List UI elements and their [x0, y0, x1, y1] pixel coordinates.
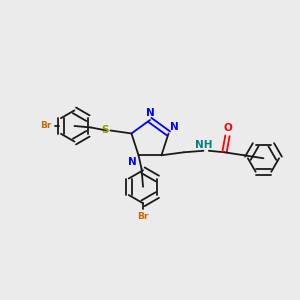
Text: Br: Br: [137, 212, 149, 221]
Text: S: S: [101, 124, 109, 135]
Text: N: N: [146, 109, 154, 118]
Text: Br: Br: [40, 122, 51, 130]
Text: NH: NH: [195, 140, 212, 150]
Text: N: N: [128, 157, 137, 167]
Text: O: O: [223, 123, 232, 133]
Text: N: N: [170, 122, 179, 132]
